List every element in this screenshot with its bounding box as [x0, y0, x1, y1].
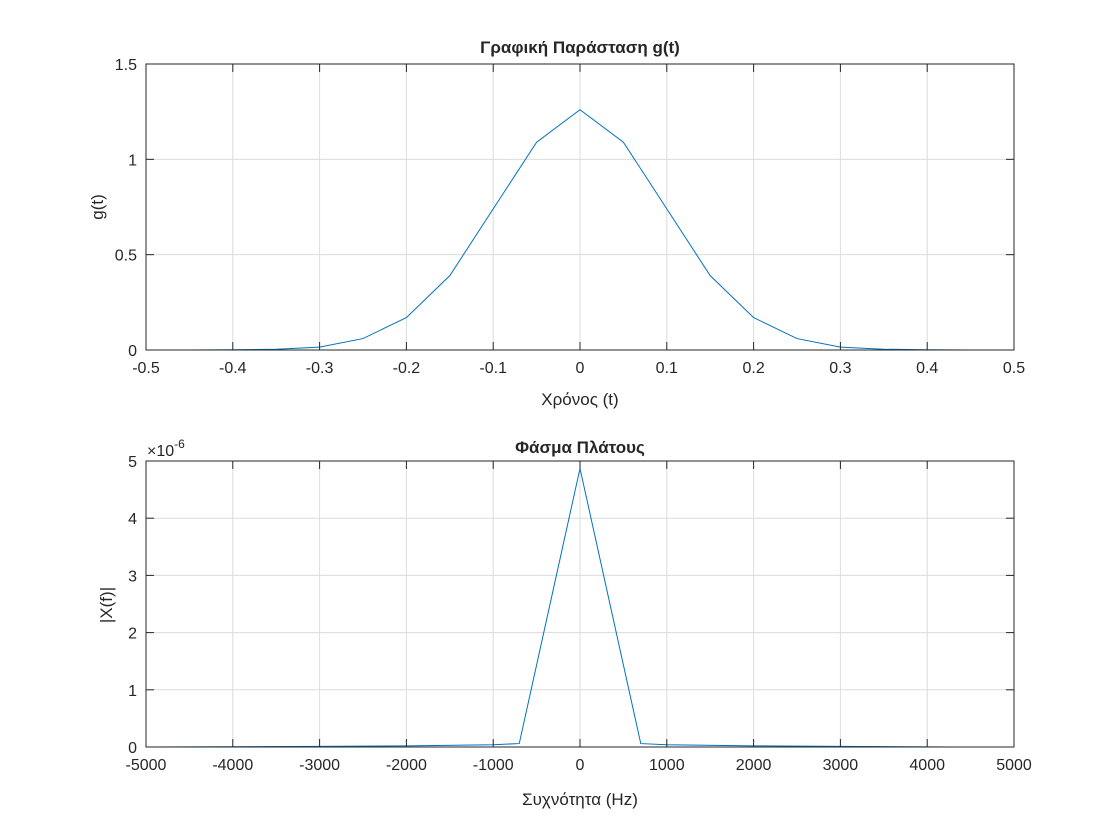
x-axis-label: Συχνότητα (Hz) [522, 790, 638, 809]
y-axis-exponent: ×10-6 [147, 437, 185, 460]
x-tick-label: 0 [576, 360, 585, 377]
x-tick-label: -5000 [126, 757, 167, 774]
y-tick-label: 1 [128, 152, 137, 169]
y-tick-label: 0 [128, 740, 137, 757]
y-tick-label: 1 [128, 683, 137, 700]
x-tick-label: 2000 [736, 757, 772, 774]
y-tick-label: 2 [128, 626, 137, 643]
chart-title: Φάσμα Πλάτους [515, 438, 645, 457]
x-tick-label: -0.1 [479, 360, 507, 377]
x-tick-label: 3000 [823, 757, 859, 774]
x-tick-label: -4000 [212, 757, 253, 774]
x-tick-label: 0.1 [656, 360, 678, 377]
spectrum-axes: -5000 -4000 -3000 -2000 -1000 0 1000 2000 3000 40… [97, 437, 1032, 809]
x-tick-label: 0.2 [742, 360, 764, 377]
exponent-base: ×10 [147, 443, 174, 460]
x-tick-label: 0.4 [916, 360, 938, 377]
plot-area: -0.5 -0.4 -0.3 -0.2 -0.1 0 0.1 0.2 0.3 0.4 0.5 0 0.5… [115, 57, 1025, 377]
y-tick-label: 5 [128, 454, 137, 471]
x-axis-label: Χρόνος (t) [541, 390, 618, 409]
y-tick-label: 1.5 [115, 57, 137, 74]
y-tick-label: 4 [128, 511, 137, 528]
x-tick-label: 0 [576, 757, 585, 774]
y-axis-label: |X(f)| [97, 587, 116, 623]
plot-area: -5000 -4000 -3000 -2000 -1000 0 1000 2000 3000 40… [126, 454, 1032, 774]
x-tick-label: 5000 [996, 757, 1032, 774]
x-tick-label: -0.3 [306, 360, 334, 377]
chart-title: Γραφική Παράσταση g(t) [480, 38, 680, 57]
x-tick-label: 0.3 [829, 360, 851, 377]
x-tick-label: -0.4 [219, 360, 247, 377]
series-line [146, 109, 1014, 351]
x-tick-label: 1000 [649, 757, 685, 774]
y-axis-label: g(t) [88, 194, 107, 220]
x-tick-label: -0.2 [393, 360, 421, 377]
series-line [145, 468, 954, 748]
x-tick-label: -3000 [299, 757, 340, 774]
time-domain-axes: -0.5 -0.4 -0.3 -0.2 -0.1 0 0.1 0.2 0.3 0.4 0.5 0 0.5… [88, 38, 1025, 409]
y-tick-label: 0 [128, 343, 137, 360]
y-tick-label: 3 [128, 568, 137, 585]
x-tick-label: 4000 [909, 757, 945, 774]
x-tick-label: -2000 [386, 757, 427, 774]
x-tick-label: -0.5 [132, 360, 160, 377]
x-tick-label: 0.5 [1003, 360, 1025, 377]
y-tick-label: 0.5 [115, 248, 137, 265]
exponent-power: -6 [174, 437, 185, 451]
x-tick-label: -1000 [473, 757, 514, 774]
